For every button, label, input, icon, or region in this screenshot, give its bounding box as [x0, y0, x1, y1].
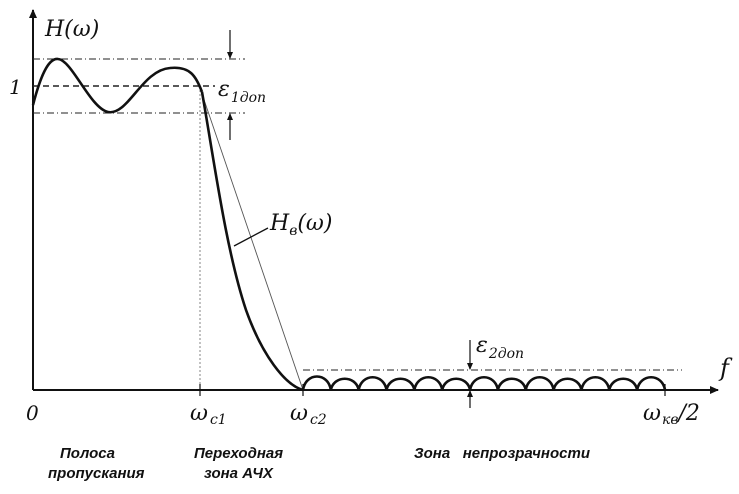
- passband-ripple-curve: [31, 57, 204, 114]
- hv-curve-label: Hв(ω): [269, 211, 332, 239]
- ideal-transition-line: [199, 87, 304, 391]
- stopband-ripple-lobes: [301, 375, 667, 391]
- y-axis-label: H(ω): [44, 17, 99, 42]
- transition-curve: [200, 91, 304, 392]
- x-tick-wc2-label: ω c2: [290, 401, 327, 428]
- zone-transition-line1: Переходная: [194, 445, 283, 462]
- zone-passband-line1: Полоса: [60, 445, 115, 462]
- zone-transition-line2: зона АЧХ: [204, 465, 274, 482]
- x-tick-wc1-label: ω c1: [190, 401, 227, 428]
- zone-stopband: Зона непрозрачности: [414, 445, 590, 462]
- zone-passband-line2: пропускания: [48, 465, 145, 482]
- x-axis-label: f: [718, 354, 733, 382]
- y-tick-one: 1: [9, 75, 22, 99]
- hv-leader-line: [233, 227, 269, 247]
- origin-label: 0: [26, 401, 39, 425]
- x-tick-wkv-label: ωкв/2: [643, 401, 700, 428]
- eps2-label: ε2доп: [476, 333, 524, 362]
- eps1-label: ε1доп: [218, 77, 266, 106]
